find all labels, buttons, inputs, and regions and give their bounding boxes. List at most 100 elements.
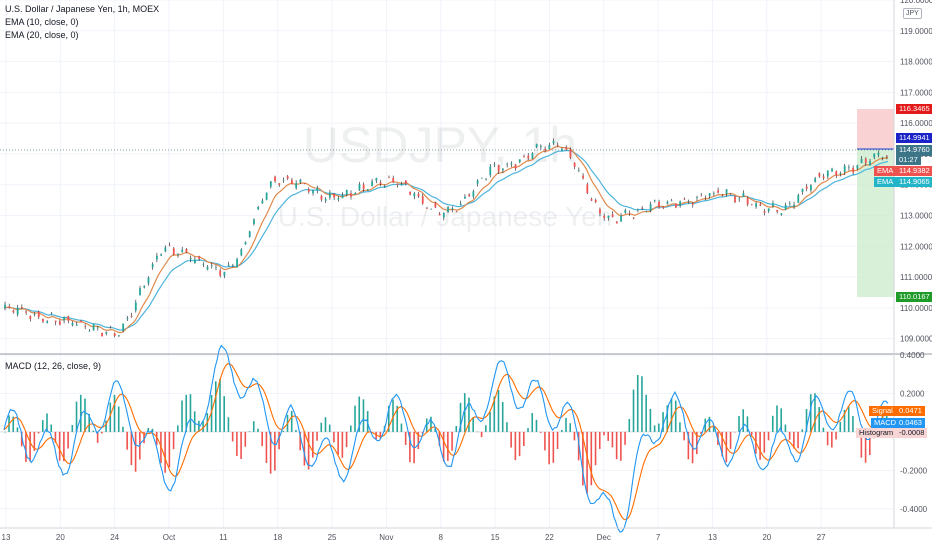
time-tick-label: Dec bbox=[597, 533, 611, 542]
histogram-bar bbox=[869, 431, 871, 456]
candle-body bbox=[670, 200, 673, 202]
candle-body bbox=[497, 164, 500, 172]
candle-body bbox=[594, 199, 597, 203]
candle-body bbox=[603, 215, 606, 219]
ema20-value-label: 114.9065 bbox=[896, 177, 932, 187]
macd-tick-label: -0.4000 bbox=[900, 505, 928, 514]
histogram-bar bbox=[831, 431, 833, 448]
histogram-bar bbox=[746, 416, 749, 432]
candle-body bbox=[341, 195, 344, 199]
histogram-bar bbox=[130, 431, 133, 466]
histogram-bar bbox=[839, 421, 842, 432]
histogram-bar bbox=[683, 431, 685, 441]
candle-body bbox=[641, 207, 644, 209]
position-tool[interactable] bbox=[857, 109, 894, 297]
candle-body bbox=[877, 152, 880, 156]
candle-body bbox=[189, 257, 192, 260]
candle-body bbox=[219, 270, 222, 276]
histogram-bar bbox=[16, 427, 19, 432]
symbol-title[interactable]: U.S. Dollar / Japanese Yen, 1h, MOEX bbox=[5, 4, 160, 14]
histogram-bar bbox=[767, 431, 770, 441]
candle-body bbox=[25, 311, 27, 313]
histogram-bar bbox=[223, 396, 226, 432]
histogram-bar bbox=[350, 425, 352, 432]
histogram-bar bbox=[244, 431, 247, 447]
candle-body bbox=[303, 183, 306, 184]
candle-body bbox=[307, 189, 310, 192]
histogram-bar bbox=[307, 431, 310, 470]
histogram-bar bbox=[134, 431, 137, 472]
macd-legend[interactable]: MACD (12, 26, close, 9) bbox=[5, 361, 102, 371]
histogram-bar bbox=[590, 431, 593, 486]
histogram-bar bbox=[548, 431, 550, 465]
candle-body bbox=[658, 201, 660, 208]
histogram-bar bbox=[210, 394, 213, 432]
histogram-bar bbox=[696, 431, 698, 455]
histogram-bar bbox=[79, 394, 82, 432]
candle-body bbox=[375, 178, 378, 181]
time-axis[interactable]: 13 20 24 Oct 11 18 25 Nov 8 15 22 Dec 7 13 20 27 bbox=[2, 533, 827, 542]
histogram-bar bbox=[328, 424, 331, 432]
candle-body bbox=[16, 307, 19, 315]
candle-body bbox=[118, 335, 120, 336]
histogram-bar bbox=[674, 400, 677, 432]
stop-loss-zone[interactable] bbox=[857, 109, 894, 149]
candle-body bbox=[696, 197, 698, 198]
candle-body bbox=[873, 153, 876, 158]
candle-body bbox=[784, 204, 787, 210]
time-tick-label: 20 bbox=[762, 533, 771, 542]
candle-body bbox=[679, 201, 682, 205]
candle-body bbox=[172, 248, 175, 255]
candle-body bbox=[126, 318, 129, 319]
candle-body bbox=[611, 214, 614, 217]
histogram-bar bbox=[455, 425, 458, 432]
histogram-bar bbox=[624, 431, 626, 445]
candle-body bbox=[320, 195, 323, 200]
candle-body bbox=[531, 152, 534, 159]
histogram-bar bbox=[33, 431, 36, 451]
candles bbox=[4, 138, 888, 338]
histogram-bar bbox=[468, 397, 470, 432]
candle-body bbox=[193, 259, 196, 264]
macd-line bbox=[3, 344, 889, 533]
candle-body bbox=[50, 313, 53, 315]
histogram-bar bbox=[852, 416, 854, 432]
histogram-bar bbox=[219, 378, 221, 432]
histogram-bar bbox=[797, 431, 799, 449]
time-tick-label: 11 bbox=[219, 533, 228, 542]
last-price-label: 114.9760 bbox=[896, 145, 932, 156]
histogram-bar bbox=[269, 431, 272, 474]
histogram-bar bbox=[636, 374, 639, 432]
candle-body bbox=[404, 180, 407, 184]
candle-body bbox=[569, 149, 572, 158]
histogram-bar bbox=[92, 430, 95, 432]
histogram-bar bbox=[316, 431, 318, 441]
histogram-bar bbox=[826, 431, 829, 446]
currency-badge[interactable]: JPY bbox=[903, 8, 922, 19]
candle-body bbox=[480, 177, 483, 179]
histogram-bar bbox=[278, 431, 280, 450]
candle-body bbox=[430, 208, 433, 210]
candle-body bbox=[392, 177, 395, 183]
candle-body bbox=[236, 258, 238, 268]
candle-body bbox=[160, 254, 163, 256]
histogram-bar bbox=[805, 409, 808, 432]
candle-body bbox=[712, 193, 715, 195]
histogram-bar bbox=[582, 431, 584, 486]
ema20-legend[interactable]: EMA (20, close, 0) bbox=[5, 30, 79, 40]
candle-body bbox=[725, 189, 728, 194]
histogram-bar bbox=[409, 431, 411, 463]
histogram-bar bbox=[531, 413, 534, 432]
histogram-bar bbox=[497, 390, 500, 432]
candle-body bbox=[582, 175, 584, 179]
candle-body bbox=[223, 271, 226, 276]
histogram-bar bbox=[193, 411, 196, 432]
ema10-legend[interactable]: EMA (10, close, 0) bbox=[5, 17, 79, 27]
candle-body bbox=[826, 170, 829, 177]
candle-body bbox=[864, 158, 867, 164]
candle-body bbox=[139, 287, 141, 296]
candle-body bbox=[231, 265, 234, 266]
histogram-bar bbox=[864, 431, 867, 463]
histogram-bar bbox=[835, 431, 837, 440]
